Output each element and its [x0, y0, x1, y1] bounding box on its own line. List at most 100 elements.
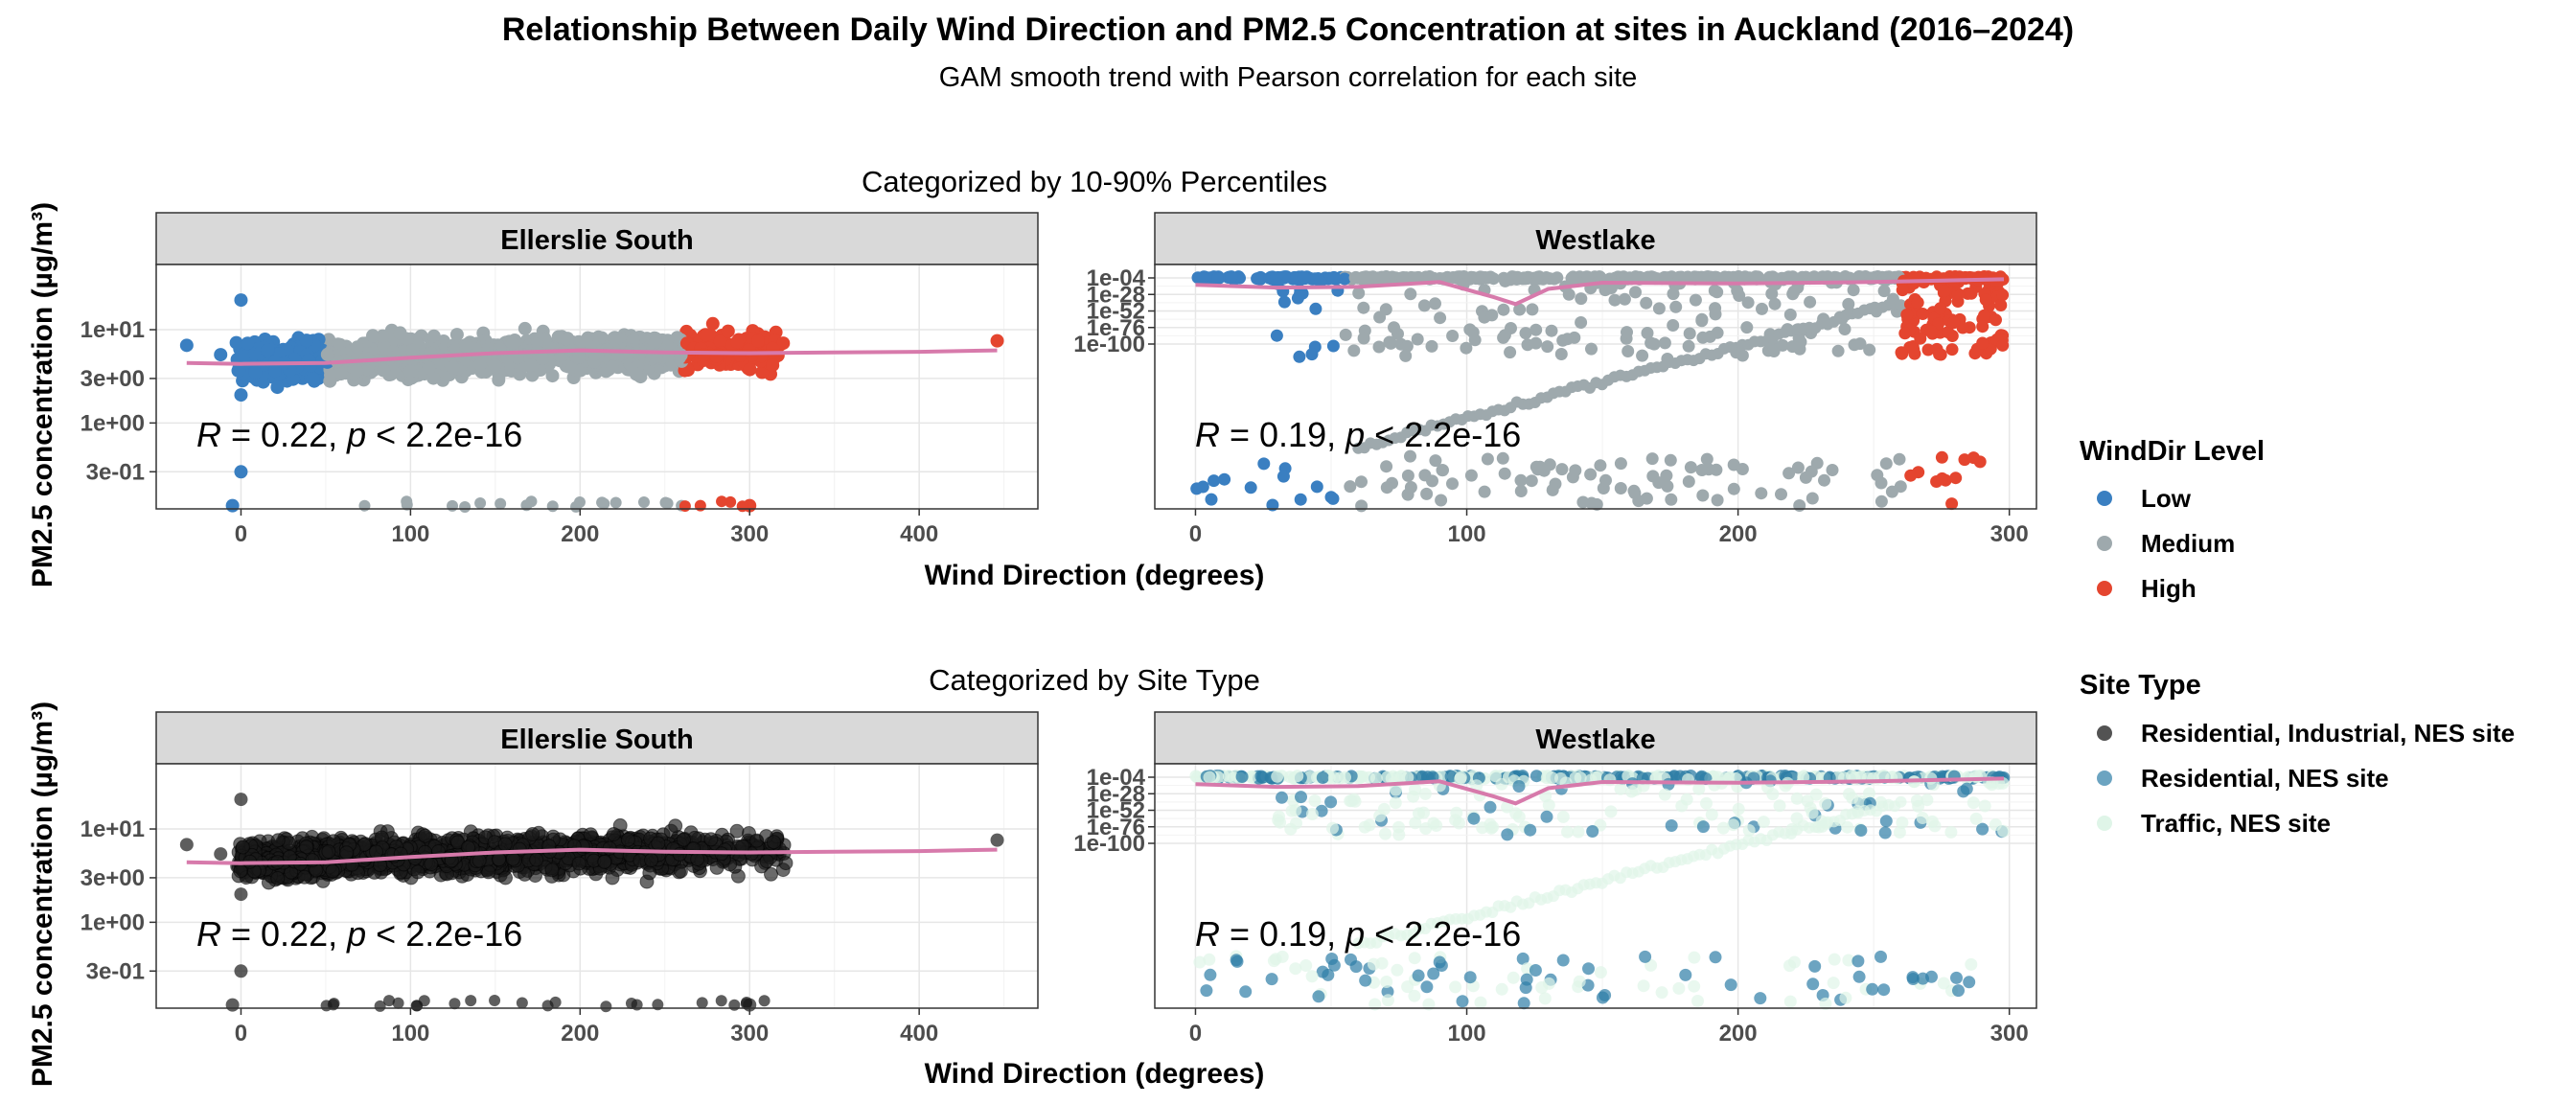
- scatter-point: [1417, 806, 1430, 819]
- outlier-point: [214, 847, 228, 862]
- scatter-point: [1898, 327, 1912, 340]
- scatter-point: [1603, 773, 1617, 787]
- scatter-point: [270, 380, 285, 395]
- legend-sitetype-residential-swatch: [2097, 770, 2112, 786]
- scatter-point: [1783, 959, 1796, 973]
- scatter-point: [1204, 968, 1217, 981]
- scatter-point: [1586, 825, 1599, 838]
- x-tick-label: 0: [1189, 521, 1202, 547]
- scatter-point: [700, 328, 714, 342]
- scatter-point: [1290, 816, 1302, 830]
- scatter-point: [1639, 950, 1652, 963]
- scatter-point: [1783, 308, 1797, 321]
- scatter-point: [1838, 323, 1852, 335]
- scatter-point: [1420, 487, 1434, 500]
- scatter-point: [1256, 770, 1269, 784]
- scatter-point: [1826, 464, 1839, 476]
- floor-point: [401, 495, 413, 508]
- legend-winddir-high-label: High: [2141, 574, 2196, 603]
- x-tick-label: 400: [900, 1021, 938, 1046]
- floor-point: [516, 997, 528, 1009]
- scatter-point: [1938, 285, 1951, 298]
- scatter-point: [1839, 991, 1852, 1004]
- scatter-point: [1684, 461, 1697, 474]
- scatter-point: [1700, 796, 1713, 810]
- outlier-point: [234, 964, 248, 978]
- scatter-point: [1895, 299, 1907, 311]
- scatter-point: [1270, 329, 1283, 342]
- scatter-point: [1916, 308, 1929, 320]
- scatter-point: [1775, 488, 1787, 501]
- scatter-point: [1211, 272, 1224, 286]
- scatter-point: [481, 864, 496, 880]
- scatter-point: [1530, 336, 1543, 350]
- scatter-point: [1705, 808, 1718, 821]
- legend-sitetype-traffic-label: Traffic, NES site: [2141, 809, 2331, 838]
- scatter-point: [1749, 271, 1762, 285]
- scatter-point: [1289, 804, 1302, 816]
- scatter-point: [1556, 810, 1570, 823]
- scatter-point: [1433, 955, 1446, 969]
- floor-point: [447, 499, 459, 512]
- scatter-point: [1900, 308, 1914, 321]
- scatter-point: [1621, 326, 1633, 339]
- plot-background: [156, 764, 1038, 1008]
- scatter-point: [1895, 346, 1908, 359]
- scatter-point: [1990, 313, 2002, 327]
- scatter-point: [232, 363, 246, 378]
- scatter-point: [1669, 300, 1683, 313]
- scatter-point: [1429, 454, 1442, 468]
- scatter-point: [1852, 954, 1865, 968]
- scatter-point: [1573, 975, 1586, 988]
- scatter-point: [1404, 481, 1417, 494]
- scatter-point: [449, 328, 464, 342]
- scatter-point: [629, 367, 643, 381]
- scatter-point: [1222, 770, 1235, 783]
- scatter-point: [488, 358, 502, 373]
- scatter-point: [1877, 983, 1891, 997]
- scatter-point: [697, 348, 711, 362]
- scatter-point: [1893, 826, 1906, 839]
- outlier-point: [225, 498, 240, 513]
- scatter-point: [1894, 480, 1907, 494]
- scatter-point: [1622, 345, 1635, 357]
- scatter-point: [1682, 475, 1695, 488]
- strip-label-westlake-bottom: Westlake: [1535, 724, 1655, 755]
- scatter-point: [1893, 452, 1906, 466]
- scatter-point: [1727, 458, 1740, 472]
- scatter-point: [1925, 970, 1938, 983]
- scatter-point: [1640, 296, 1653, 310]
- scatter-point: [1239, 985, 1253, 999]
- scatter-point: [1530, 323, 1543, 336]
- scatter-point: [506, 336, 520, 351]
- scatter-point: [1196, 480, 1209, 494]
- scatter-point: [1460, 341, 1473, 355]
- scatter-point: [1339, 770, 1351, 784]
- scatter-point: [755, 365, 770, 380]
- scatter-point: [1976, 336, 1990, 350]
- scatter-point: [1287, 271, 1300, 285]
- scatter-point: [705, 316, 720, 331]
- scatter-point: [1310, 480, 1323, 494]
- scatter-point: [776, 336, 791, 351]
- scatter-point: [1344, 794, 1357, 808]
- y-tick-label: 1e+00: [80, 909, 145, 935]
- scatter-point: [1608, 293, 1622, 307]
- scatter-point: [713, 334, 727, 349]
- scatter-point: [1305, 348, 1319, 361]
- scatter-point: [1423, 270, 1437, 283]
- scatter-point: [339, 845, 355, 861]
- annotation-ellerslie-top: R = 0.22, p < 2.2e-16: [196, 415, 522, 454]
- scatter-point: [1359, 974, 1372, 987]
- scatter-point: [1339, 328, 1352, 341]
- scatter-point: [1576, 495, 1590, 509]
- scatter-point: [1367, 957, 1380, 971]
- scatter-point: [405, 343, 420, 357]
- scatter-point: [1806, 492, 1819, 505]
- scatter-point: [1907, 343, 1920, 356]
- scatter-point: [350, 340, 364, 355]
- scatter-point: [1429, 297, 1441, 310]
- scatter-point: [320, 347, 334, 361]
- row1-title: Categorized by 10-90% Percentiles: [862, 165, 1327, 198]
- scatter-point: [1806, 978, 1820, 991]
